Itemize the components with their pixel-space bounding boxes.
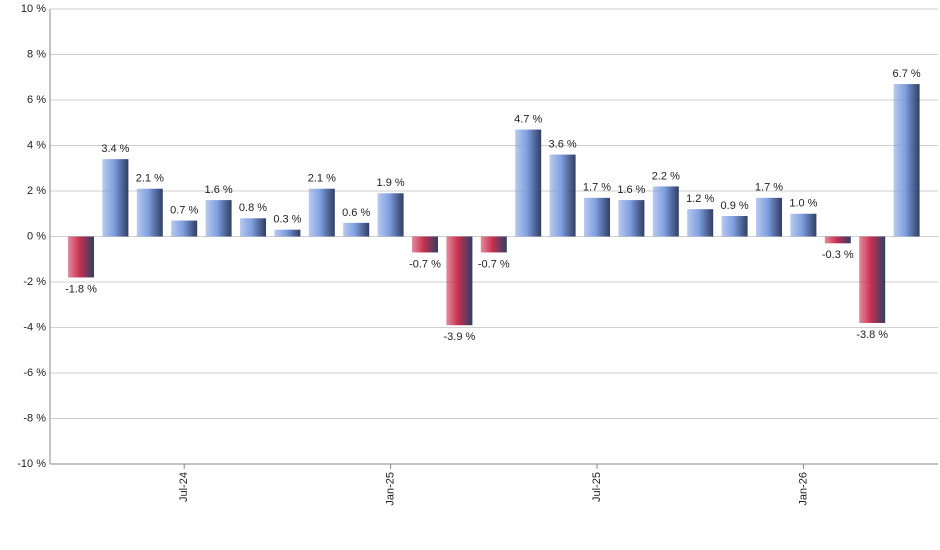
value-label: 0.3 % bbox=[273, 214, 301, 226]
y-tick-label: 8 % bbox=[27, 48, 46, 60]
value-label: -0.7 % bbox=[409, 258, 441, 270]
value-label: 1.7 % bbox=[583, 182, 611, 194]
value-label: 1.6 % bbox=[205, 184, 233, 196]
value-label: 0.7 % bbox=[170, 204, 198, 216]
x-tick-label: Jan-25 bbox=[385, 472, 397, 506]
bar bbox=[446, 236, 473, 326]
y-tick-label: 6 % bbox=[27, 94, 46, 106]
bar bbox=[893, 84, 920, 237]
bar bbox=[377, 193, 404, 237]
value-label: 1.6 % bbox=[617, 184, 645, 196]
value-label: 2.2 % bbox=[652, 170, 680, 182]
bar bbox=[721, 216, 748, 237]
bar bbox=[824, 236, 851, 244]
bar bbox=[240, 218, 266, 237]
bar bbox=[68, 236, 94, 278]
y-tick-label: 0 % bbox=[27, 230, 46, 242]
bar bbox=[618, 200, 645, 237]
bar bbox=[859, 236, 886, 323]
bar bbox=[274, 229, 301, 237]
y-tick-label: -2 % bbox=[23, 276, 46, 288]
value-label: 6.7 % bbox=[893, 68, 921, 80]
y-tick-label: -6 % bbox=[23, 367, 46, 379]
bar bbox=[343, 222, 370, 237]
bar bbox=[790, 213, 817, 237]
value-label: -1.8 % bbox=[65, 283, 97, 295]
bar bbox=[687, 209, 714, 237]
y-tick-label: -10 % bbox=[17, 458, 46, 470]
x-tick-label: Jul-25 bbox=[591, 472, 603, 502]
bar bbox=[102, 159, 129, 237]
value-label: 1.0 % bbox=[789, 198, 817, 210]
value-label: 0.8 % bbox=[239, 202, 267, 214]
bar bbox=[549, 154, 576, 237]
bar bbox=[205, 200, 232, 237]
value-label: 4.7 % bbox=[514, 113, 542, 125]
value-label: -3.9 % bbox=[444, 331, 476, 343]
bar bbox=[412, 236, 438, 253]
y-tick-label: 2 % bbox=[27, 185, 46, 197]
value-label: 3.4 % bbox=[101, 143, 129, 155]
value-label: 2.1 % bbox=[136, 173, 164, 185]
y-tick-label: 4 % bbox=[27, 139, 46, 151]
bar bbox=[756, 197, 782, 237]
value-label: -0.7 % bbox=[478, 258, 510, 270]
value-label: 1.7 % bbox=[755, 182, 783, 194]
value-label: 2.1 % bbox=[308, 173, 336, 185]
value-label: -3.8 % bbox=[856, 329, 888, 341]
bar bbox=[308, 188, 335, 237]
y-tick-label: -8 % bbox=[23, 412, 46, 424]
value-label: 1.2 % bbox=[686, 193, 714, 205]
x-tick-label: Jan-26 bbox=[797, 472, 809, 506]
y-tick-label: 10 % bbox=[21, 3, 46, 15]
bar bbox=[584, 197, 610, 237]
value-label: 3.6 % bbox=[549, 139, 577, 151]
bar bbox=[652, 186, 679, 237]
value-label: -0.3 % bbox=[822, 249, 854, 261]
bar bbox=[136, 188, 163, 237]
x-tick-label: Jul-24 bbox=[178, 472, 190, 502]
value-label: 0.6 % bbox=[342, 207, 370, 219]
y-tick-label: -4 % bbox=[23, 321, 46, 333]
value-label: 0.9 % bbox=[721, 200, 749, 212]
bar bbox=[171, 220, 198, 237]
bar bbox=[480, 236, 507, 253]
bar bbox=[515, 129, 542, 237]
value-label: 1.9 % bbox=[377, 177, 405, 189]
